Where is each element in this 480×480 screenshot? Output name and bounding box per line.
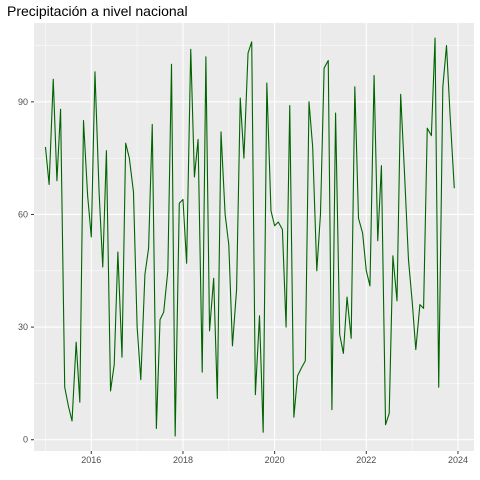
x-tick-label: 2020 xyxy=(265,455,285,465)
minor-gridlines xyxy=(34,23,474,451)
y-tick-label: 90 xyxy=(18,97,28,107)
x-tick-label: 2018 xyxy=(173,455,193,465)
y-tick-label: 0 xyxy=(23,435,28,445)
chart-title: Precipitación a nivel nacional xyxy=(7,3,188,19)
y-tick-label: 60 xyxy=(18,209,28,219)
y-axis: 0 30 60 90 xyxy=(18,97,34,445)
x-tick-label: 2016 xyxy=(81,455,101,465)
x-axis: 2016 2018 2020 2022 2024 xyxy=(81,451,468,465)
y-tick-label: 30 xyxy=(18,322,28,332)
x-tick-label: 2022 xyxy=(356,455,376,465)
x-tick-label: 2024 xyxy=(448,455,468,465)
precipitation-series-line xyxy=(44,37,455,437)
